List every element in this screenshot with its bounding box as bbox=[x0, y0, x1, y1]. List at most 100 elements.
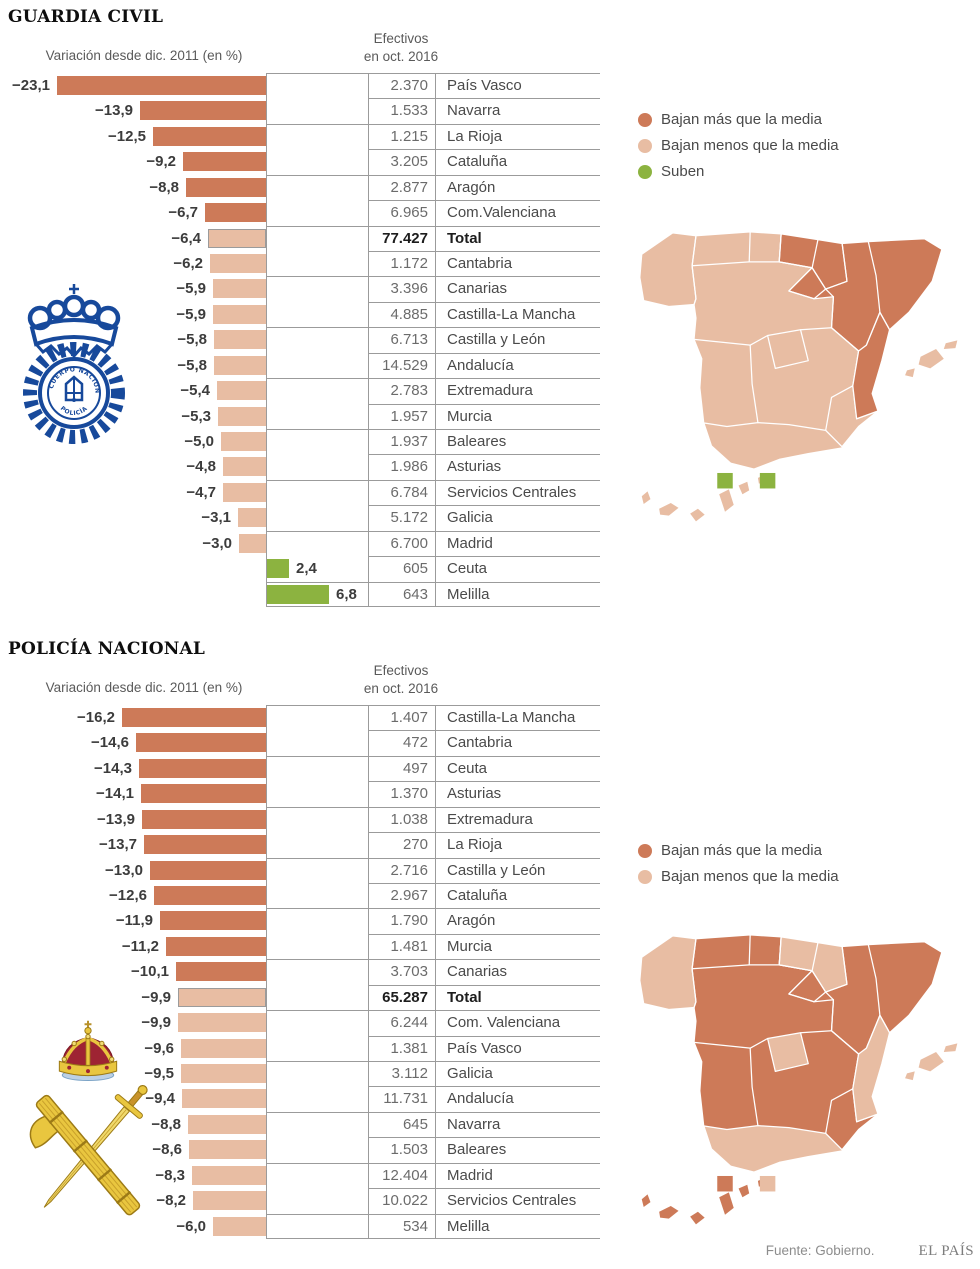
table-horizontal-rule bbox=[368, 327, 600, 329]
variation-bar bbox=[238, 508, 266, 528]
bar-value-label: −9,9 bbox=[141, 1014, 171, 1032]
map-region-border bbox=[691, 938, 697, 1008]
region-cell: Castilla-La Mancha bbox=[447, 709, 576, 726]
table-vertical-rule bbox=[266, 705, 267, 1239]
variation-bar bbox=[57, 76, 266, 95]
bar-value-label: −5,8 bbox=[177, 356, 207, 374]
map-region-border bbox=[692, 261, 813, 269]
bar-value-label: −8,2 bbox=[156, 1192, 186, 1210]
variation-bar bbox=[150, 860, 266, 880]
table-horizontal-rule bbox=[368, 1086, 600, 1088]
personnel-cell: 10.022 bbox=[382, 1192, 428, 1210]
region-cell: Cataluña bbox=[447, 887, 508, 904]
map-region-and bbox=[701, 1125, 844, 1173]
map-region-border bbox=[788, 970, 827, 1003]
section-title: GUARDIA CIVIL bbox=[8, 7, 164, 27]
axis-label: Variación desde dic. 2011 (en %) bbox=[45, 680, 243, 695]
table-horizontal-rule bbox=[266, 225, 368, 227]
legend-item: Bajan más que la media bbox=[638, 111, 968, 128]
region-cell: Ceuta bbox=[447, 560, 488, 578]
bar-value-label: −5,8 bbox=[177, 331, 207, 349]
region-cell: Extremadura bbox=[447, 382, 533, 400]
table-horizontal-rule bbox=[266, 755, 368, 757]
map-region-gal bbox=[639, 232, 697, 308]
map-canarias-island bbox=[738, 1184, 750, 1198]
bar-value-label: −3,1 bbox=[201, 509, 231, 527]
personnel-cell: 3.396 bbox=[390, 280, 428, 298]
region-cell: Galicia bbox=[447, 1065, 493, 1082]
map-container bbox=[634, 200, 968, 532]
region-cell: Extremadura bbox=[447, 810, 533, 828]
table-row: −9,4 11.731 Andalucía bbox=[0, 1086, 602, 1111]
bar-value-label: −4,7 bbox=[186, 483, 216, 501]
table-row: −13,0 2.716 Castilla y León bbox=[0, 858, 602, 883]
region-cell: Castilla y León bbox=[447, 331, 546, 349]
table-horizontal-rule bbox=[368, 174, 600, 176]
table-row: −14,6 472 Cantabria bbox=[0, 730, 602, 755]
table-row: −9,9 6.244 Com. Valenciana bbox=[0, 1010, 602, 1035]
personnel-cell: 2.716 bbox=[390, 861, 428, 879]
personnel-cell: 6.700 bbox=[390, 534, 428, 552]
table-row: −5,4 2.783 Extremadura bbox=[0, 378, 602, 403]
table-row: −4,8 1.986 Asturias bbox=[0, 454, 602, 479]
table-row: −3,1 5.172 Galicia bbox=[0, 505, 602, 530]
table-horizontal-rule bbox=[368, 556, 600, 558]
legend-item: Bajan menos que la media bbox=[638, 137, 968, 154]
table-row: −8,8 2.877 Aragón bbox=[0, 175, 602, 200]
region-cell: Andalucía bbox=[447, 356, 514, 374]
map-canarias-island bbox=[641, 1194, 651, 1207]
bar-value-label: 6,8 bbox=[336, 585, 357, 603]
variation-bar bbox=[214, 355, 266, 375]
personnel-cell: 643 bbox=[402, 585, 428, 603]
variation-bar bbox=[176, 962, 266, 982]
map-ceuta-square bbox=[717, 1175, 733, 1192]
region-cell: Asturias bbox=[447, 458, 502, 476]
table-horizontal-rule bbox=[368, 454, 600, 456]
variation-bar bbox=[205, 203, 266, 223]
map-baleares-island bbox=[918, 349, 944, 369]
region-cell: Murcia bbox=[447, 407, 493, 425]
bar-value-label: −11,2 bbox=[121, 937, 159, 955]
table-horizontal-rule bbox=[368, 251, 600, 252]
map-region-border bbox=[841, 243, 848, 282]
table-row: −14,3 497 Ceuta bbox=[0, 756, 602, 781]
personnel-cell: 605 bbox=[402, 560, 428, 578]
region-cell: Galicia bbox=[447, 509, 493, 527]
table-row: −4,7 6.784 Servicios Centrales bbox=[0, 480, 602, 505]
table-horizontal-rule bbox=[266, 123, 368, 125]
bar-value-label: −10,1 bbox=[131, 963, 169, 981]
personnel-cell: 1.038 bbox=[390, 810, 428, 828]
bar-value-label: −6,0 bbox=[176, 1217, 206, 1235]
personnel-cell: 270 bbox=[402, 836, 428, 854]
table-row: −14,1 1.370 Asturias bbox=[0, 781, 602, 806]
table-horizontal-rule bbox=[266, 1061, 368, 1062]
personnel-cell: 3.703 bbox=[390, 963, 428, 981]
variation-bar bbox=[193, 1191, 266, 1211]
personnel-column-header: Efectivos en oct. 2016 bbox=[344, 662, 458, 698]
bar-value-label: −13,7 bbox=[99, 836, 137, 854]
variation-bar bbox=[153, 126, 266, 146]
map-region-border bbox=[825, 288, 860, 352]
table-horizontal-rule bbox=[266, 1111, 368, 1113]
table-vertical-rule bbox=[368, 705, 369, 1239]
personnel-cell: 2.370 bbox=[390, 77, 428, 94]
spain-map bbox=[639, 934, 958, 1225]
table-horizontal-rule bbox=[266, 276, 368, 278]
region-cell: Aragón bbox=[447, 178, 496, 196]
bar-value-label: −9,5 bbox=[144, 1065, 174, 1082]
variation-bar bbox=[178, 1013, 266, 1033]
variation-bar bbox=[181, 1064, 266, 1083]
table-horizontal-rule bbox=[368, 984, 600, 986]
map-region-border bbox=[691, 235, 697, 305]
map-canarias-island bbox=[738, 481, 750, 495]
variation-bar bbox=[210, 254, 266, 273]
map-region-border bbox=[778, 233, 782, 262]
table-vertical-rule bbox=[368, 73, 369, 607]
table-horizontal-rule bbox=[266, 1162, 368, 1164]
legend-dot-icon bbox=[638, 843, 652, 858]
map-region-border bbox=[811, 942, 819, 971]
region-cell: Cantabria bbox=[447, 255, 513, 272]
map-baleares-island bbox=[905, 1071, 915, 1081]
table-horizontal-rule bbox=[368, 883, 600, 884]
bar-value-label: −14,6 bbox=[91, 734, 129, 752]
